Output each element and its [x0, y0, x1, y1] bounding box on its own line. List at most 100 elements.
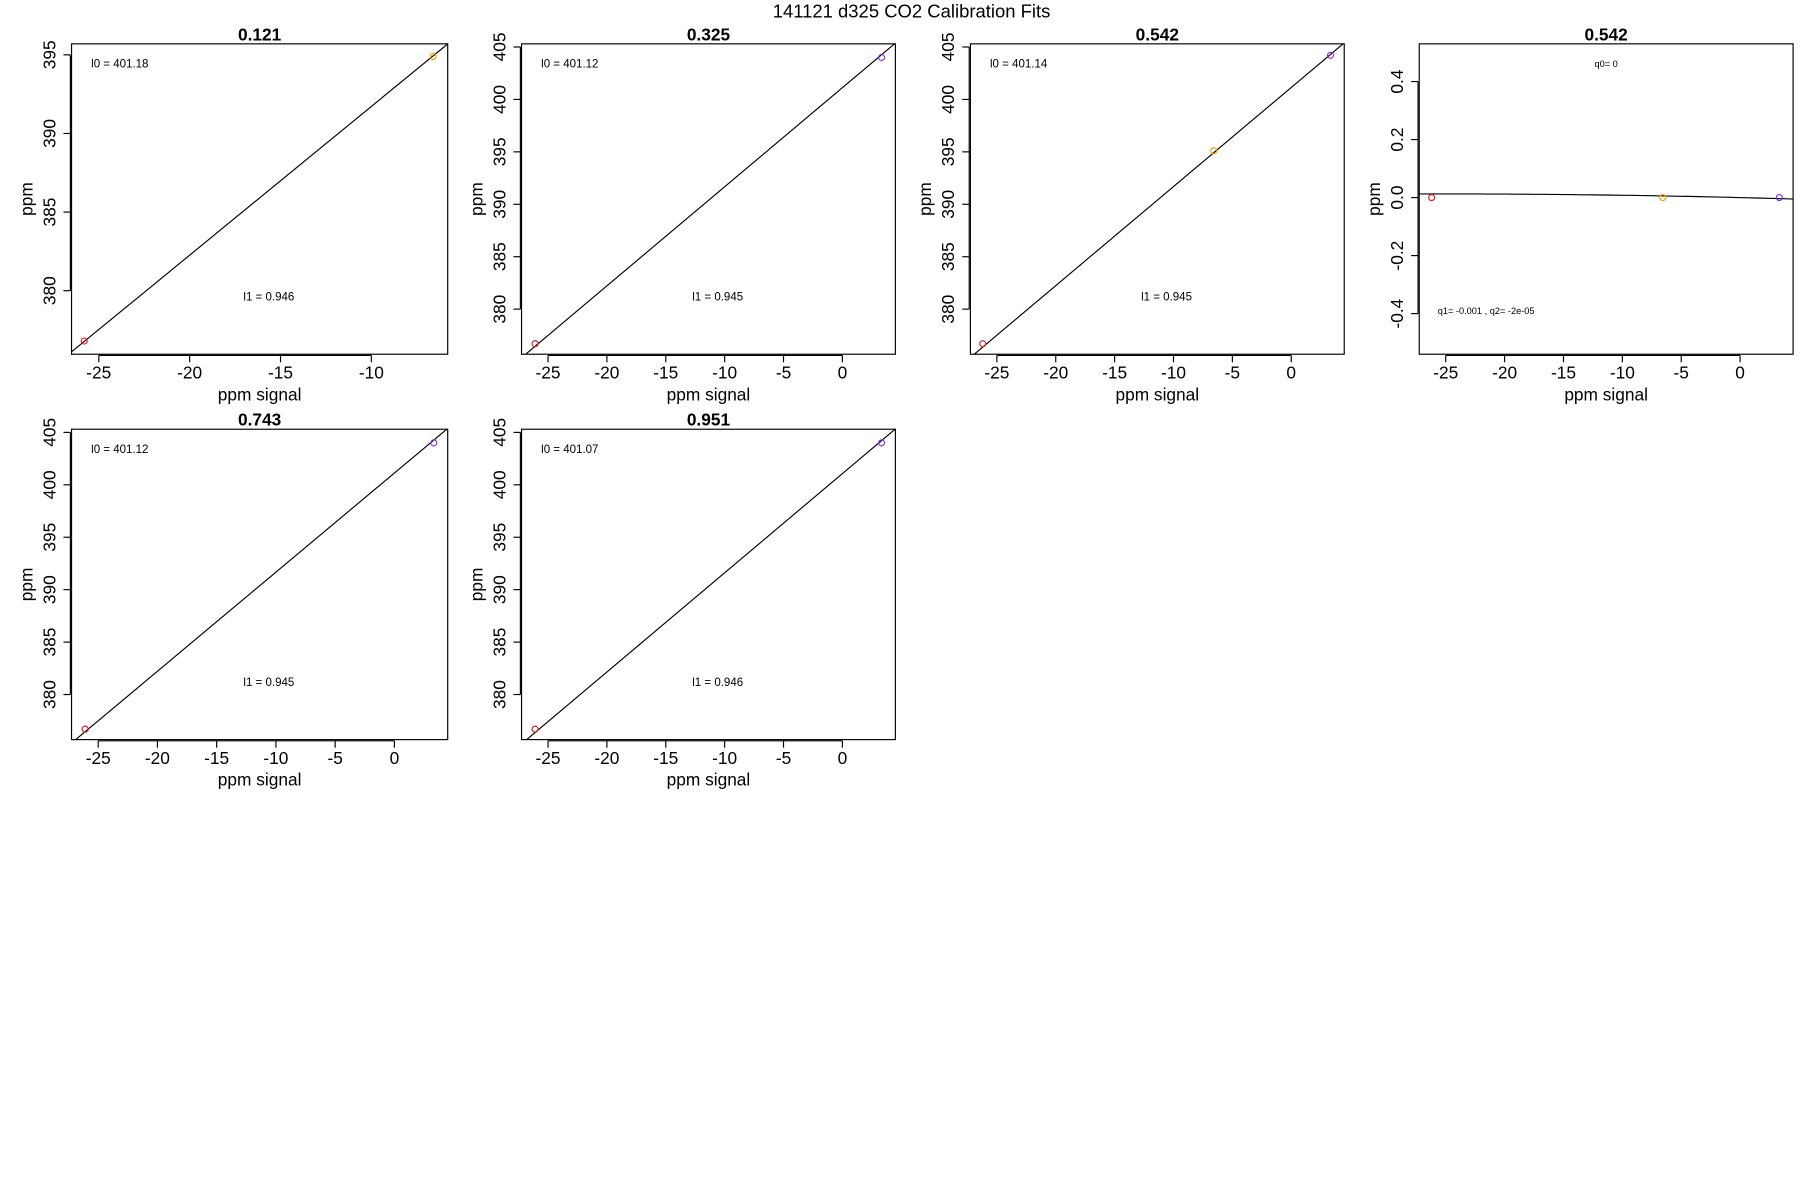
x-tick-label: -20 — [145, 748, 170, 768]
x-tick-label: -25 — [1433, 362, 1458, 382]
fit-annotation: l0 = 401.14 — [990, 59, 1048, 71]
panel: 0.951 ppm signal ppm -25 -20 -15 -10 -5 0 380 385 3… — [466, 410, 896, 790]
y-tick-label: 400 — [489, 85, 509, 114]
y-tick-label: 405 — [39, 418, 59, 447]
x-tick-label: -5 — [1225, 362, 1240, 382]
fit-annotation: l1 = 0.945 — [692, 292, 743, 304]
panel: 0.325 ppm signal ppm -25 -20 -15 -10 -5 0 380 385 3… — [466, 24, 896, 404]
data-point — [1428, 194, 1436, 202]
data-point — [531, 725, 539, 733]
data-point — [979, 340, 987, 348]
fit-annotation: l0 = 401.07 — [541, 444, 598, 456]
x-tick-label: -10 — [1610, 362, 1635, 382]
fit-line — [973, 43, 1344, 355]
y-tick-label: 400 — [938, 85, 958, 114]
y-tick-label: 385 — [489, 242, 509, 271]
panel-title: 0.542 — [1585, 24, 1628, 44]
y-axis-title: ppm — [915, 182, 935, 216]
panel: 0.121 ppm signal ppm -25 -20 -15 -10 380 385 390 3… — [16, 24, 449, 404]
y-axis-title: ppm — [16, 182, 36, 216]
y-tick-label: 380 — [489, 680, 509, 709]
y-tick-label: -0.2 — [1387, 241, 1407, 271]
fit-annotation: l1 = 0.946 — [243, 292, 294, 304]
fit-line — [71, 43, 448, 353]
y-tick-label: 0.0 — [1387, 186, 1407, 210]
data-point — [429, 52, 437, 61]
panel-title: 0.743 — [238, 410, 281, 430]
y-tick-label: 385 — [39, 628, 59, 657]
x-axis-title: ppm signal — [667, 770, 751, 790]
y-axis-title: ppm — [16, 568, 36, 602]
x-tick-label: -15 — [204, 748, 229, 768]
x-tick-label: -15 — [653, 748, 678, 768]
x-tick-label: -15 — [1551, 362, 1576, 382]
panel-title: 0.951 — [687, 410, 731, 430]
y-tick-label: 390 — [39, 119, 59, 148]
y-tick-label: 0.4 — [1387, 69, 1407, 93]
y-tick-label: 380 — [938, 295, 958, 324]
panel: 0.743 ppm signal ppm -25 -20 -15 -10 -5 0 380 385 3… — [16, 410, 449, 790]
y-tick-label: 400 — [489, 470, 509, 499]
x-tick-label: -15 — [268, 362, 293, 382]
panel-title: 0.542 — [1136, 24, 1179, 44]
data-point — [1210, 147, 1218, 155]
fit-annotation: q1= -0.001 , q2= -2e-05 — [1438, 306, 1535, 316]
y-tick-label: 390 — [39, 575, 59, 604]
figure-title: 141121 d325 CO2 Calibration Fits — [773, 1, 1051, 22]
fit-line — [525, 429, 896, 740]
plot-frame — [520, 428, 896, 741]
fit-line — [524, 43, 896, 355]
x-tick-label: -25 — [86, 362, 111, 382]
y-tick-label: 395 — [489, 137, 509, 166]
x-tick-label: -10 — [1161, 362, 1186, 382]
y-tick-label: 390 — [489, 575, 509, 604]
x-axis-title: ppm signal — [1115, 384, 1199, 404]
x-tick-label: -15 — [653, 362, 678, 382]
x-tick-label: -20 — [177, 362, 202, 382]
x-tick-label: -10 — [712, 748, 737, 768]
data-point — [1659, 194, 1667, 202]
x-tick-label: -5 — [776, 362, 791, 382]
x-tick-label: -25 — [536, 748, 561, 768]
y-axis-title: ppm — [466, 568, 486, 602]
x-tick-label: 0 — [1286, 362, 1296, 382]
x-axis-title: ppm signal — [218, 770, 302, 790]
plot-frame — [969, 43, 1345, 355]
y-tick-label: 385 — [489, 628, 509, 657]
y-tick-label: 385 — [938, 242, 958, 271]
panel-title: 0.325 — [687, 24, 731, 44]
x-tick-label: 0 — [1735, 362, 1745, 382]
y-tick-label: 395 — [39, 40, 59, 69]
y-tick-label: 380 — [489, 295, 509, 324]
y-tick-label: 405 — [489, 33, 509, 62]
x-tick-label: 0 — [838, 362, 848, 382]
y-tick-label: -0.4 — [1387, 298, 1407, 328]
y-axis-title: ppm — [1364, 182, 1384, 216]
x-tick-label: -5 — [327, 748, 342, 768]
fit-annotation: l1 = 0.945 — [243, 677, 294, 689]
y-tick-label: 385 — [39, 198, 59, 227]
x-tick-label: -5 — [1674, 362, 1689, 382]
data-point — [430, 439, 438, 447]
fit-annotation: l1 = 0.946 — [692, 677, 743, 689]
x-tick-label: -25 — [86, 748, 111, 768]
plot-frame — [70, 43, 449, 355]
y-axis-title: ppm — [466, 182, 486, 216]
x-tick-label: -25 — [536, 362, 561, 382]
y-tick-label: 380 — [39, 680, 59, 709]
data-point — [878, 439, 886, 447]
fit-curve — [1419, 193, 1794, 200]
plot-frame — [70, 428, 449, 741]
panel-title: 0.121 — [238, 24, 282, 44]
fit-annotation: l0 = 401.12 — [541, 59, 598, 71]
x-tick-label: -15 — [1102, 362, 1127, 382]
data-point — [80, 337, 88, 345]
x-tick-label: -20 — [1043, 362, 1068, 382]
x-axis-title: ppm signal — [218, 384, 302, 404]
fit-annotation: l1 = 0.945 — [1141, 292, 1192, 304]
x-tick-label: -20 — [1492, 362, 1517, 382]
plot-frame — [520, 43, 896, 355]
x-tick-label: -10 — [359, 362, 384, 382]
data-point — [81, 725, 89, 733]
